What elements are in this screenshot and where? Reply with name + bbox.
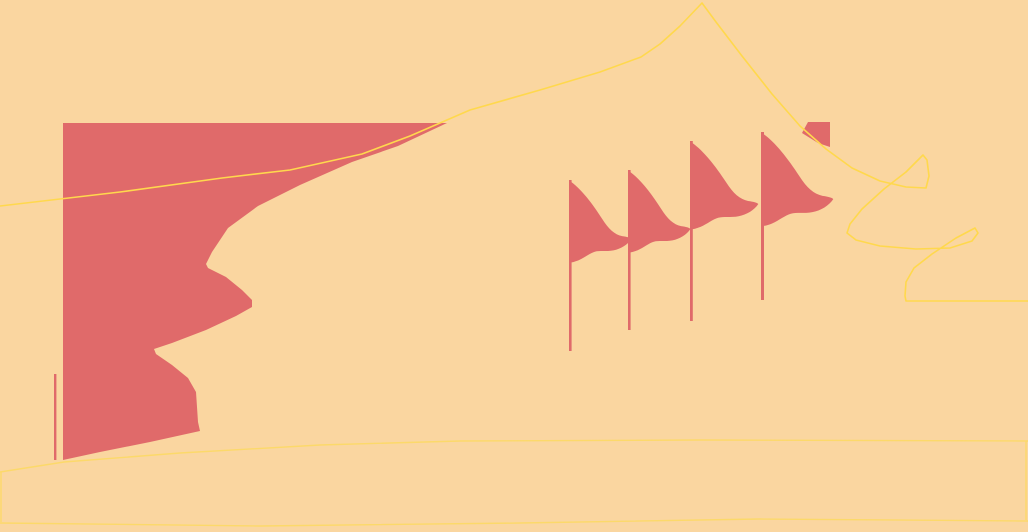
flag-4-pole (761, 132, 764, 300)
flag-3 (690, 141, 759, 321)
flag-5-bare-pole (54, 374, 57, 460)
flag-group (54, 132, 834, 460)
flag-2-pole (628, 170, 631, 330)
ground-baseline-outline (0, 439, 1028, 473)
flag-4 (761, 132, 834, 300)
mountain-ridge-outline (0, 2, 1028, 302)
red-ridge-fragment (802, 122, 830, 147)
flag-3-pole (690, 141, 693, 321)
ground-bottom-outline (0, 518, 1028, 527)
flag-1 (569, 180, 632, 351)
flag-1-pole (569, 180, 572, 351)
flag-2 (628, 170, 691, 330)
red-slope-mass (63, 123, 447, 460)
